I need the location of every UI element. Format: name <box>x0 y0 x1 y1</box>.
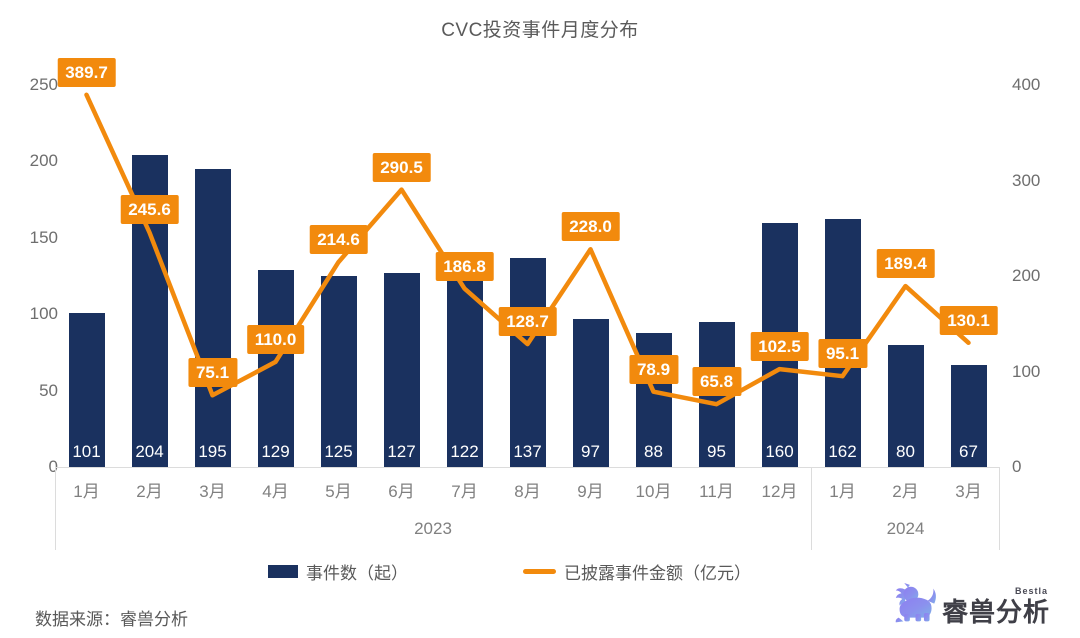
line-point-label: 95.1 <box>817 339 868 369</box>
right-axis-tick: 200 <box>1012 266 1041 285</box>
line-point-label: 110.0 <box>246 324 305 354</box>
bar: 127 <box>383 272 420 467</box>
x-axis-year-label: 2024 <box>886 519 925 538</box>
right-axis-tick: 400 <box>1012 75 1041 94</box>
line-point-label: 389.7 <box>57 57 116 87</box>
left-axis-tick: 0 <box>48 457 58 476</box>
axis-band-separator <box>999 468 1000 550</box>
axis-band-separator <box>811 468 812 550</box>
bar: 67 <box>950 364 987 467</box>
brand-name: 睿兽分析 <box>942 597 1051 627</box>
x-axis-month-label: 12月 <box>761 481 798 501</box>
line-point-label: 75.1 <box>187 358 238 388</box>
bar-value-label: 129 <box>261 442 290 461</box>
x-axis-month-label: 2月 <box>136 481 163 501</box>
left-axis-tick: 50 <box>39 380 58 400</box>
line-point-label: 130.1 <box>939 305 998 335</box>
line-point-label: 245.6 <box>120 195 179 225</box>
bar: 97 <box>572 318 609 467</box>
legend-bar-label: 事件数（起） <box>306 563 408 583</box>
bar-value-label: 160 <box>765 442 794 461</box>
x-axis-band: 1月 2月 3月 4月 5月 6月 7月 8月 9月 10月 11月 12月 1月 2月 3月 2023 202… <box>55 467 1000 550</box>
bar: 137 <box>509 257 546 467</box>
bar: 195 <box>194 169 231 467</box>
brand-tagline: Bestla <box>1015 586 1049 596</box>
bar: 122 <box>446 280 483 467</box>
x-axis-month-label: 9月 <box>577 481 604 501</box>
bar: 125 <box>320 276 357 467</box>
right-axis-tick: 100 <box>1012 361 1041 381</box>
line-point-label: 186.8 <box>435 251 494 281</box>
line-point-label: 65.8 <box>691 367 742 397</box>
left-axis-tick: 150 <box>29 227 58 247</box>
line-point-label: 78.9 <box>628 354 679 384</box>
left-axis-tick: 200 <box>29 151 58 171</box>
right-axis-tick: 0 <box>1012 457 1022 476</box>
bar-value-label: 67 <box>959 442 978 461</box>
x-axis-month-label: 7月 <box>451 481 478 501</box>
left-axis-tick: 250 <box>29 75 58 94</box>
legend: 事件数（起） 已披露事件金额（亿元） <box>0 558 1080 584</box>
axis-band-separator <box>55 468 56 550</box>
bar-value-label: 125 <box>324 442 353 461</box>
x-axis-month-label: 2月 <box>892 481 919 501</box>
right-axis-tick: 300 <box>1012 170 1041 190</box>
bar-value-label: 204 <box>135 442 164 461</box>
x-axis-month-label: 4月 <box>262 481 289 501</box>
bar-value-label: 195 <box>198 442 227 461</box>
bar-value-label: 95 <box>707 442 726 461</box>
line-point-label: 290.5 <box>372 152 431 182</box>
bar-value-label: 97 <box>581 442 600 461</box>
bar-series-swatch-icon <box>268 564 298 578</box>
line-series-swatch-icon <box>523 568 556 574</box>
bar: 80 <box>887 344 924 467</box>
x-axis-month-label: 6月 <box>388 481 415 501</box>
bar-value-label: 101 <box>72 442 101 461</box>
bar-value-label: 127 <box>387 442 416 461</box>
line-point-label: 228.0 <box>561 212 620 242</box>
x-axis-month-label: 5月 <box>325 481 352 501</box>
bar-value-label: 80 <box>896 442 915 461</box>
chart-title: CVC投资事件月度分布 <box>441 20 639 41</box>
x-axis-month-label: 1月 <box>73 481 100 501</box>
brand-logo: 睿兽分析 Bestla <box>893 580 1063 630</box>
line-point-label: 189.4 <box>876 249 935 279</box>
bar-value-label: 88 <box>644 442 663 461</box>
x-axis-year-label: 2023 <box>414 519 452 538</box>
left-axis-tick: 100 <box>29 304 58 324</box>
plot-area: 101 204 195 129 125 127 122 137 97 88 95 160 162 80 67… <box>55 57 1000 467</box>
x-axis-month-label: 10月 <box>635 481 672 501</box>
legend-line-label: 已披露事件金额（亿元） <box>564 563 751 583</box>
legend-item-events: 事件数（起） <box>268 558 408 584</box>
x-axis-month-label: 3月 <box>955 481 982 501</box>
legend-item-amount: 已披露事件金额（亿元） <box>523 558 751 584</box>
line-point-label: 214.6 <box>309 225 368 255</box>
bar: 101 <box>68 312 105 467</box>
bar-value-label: 137 <box>513 442 542 461</box>
data-source-note: 数据来源：睿兽分析 <box>35 610 188 629</box>
x-axis-month-label: 11月 <box>699 481 734 501</box>
line-point-label: 102.5 <box>750 332 809 362</box>
beast-icon <box>895 582 936 623</box>
x-axis-month-label: 8月 <box>514 481 541 501</box>
line-point-label: 128.7 <box>498 307 557 337</box>
x-axis-month-label: 1月 <box>829 481 856 501</box>
bar-value-label: 162 <box>828 442 857 461</box>
trend-line-layer <box>84 92 971 407</box>
bar-value-label: 122 <box>450 442 479 461</box>
x-axis-month-label: 3月 <box>199 481 226 501</box>
